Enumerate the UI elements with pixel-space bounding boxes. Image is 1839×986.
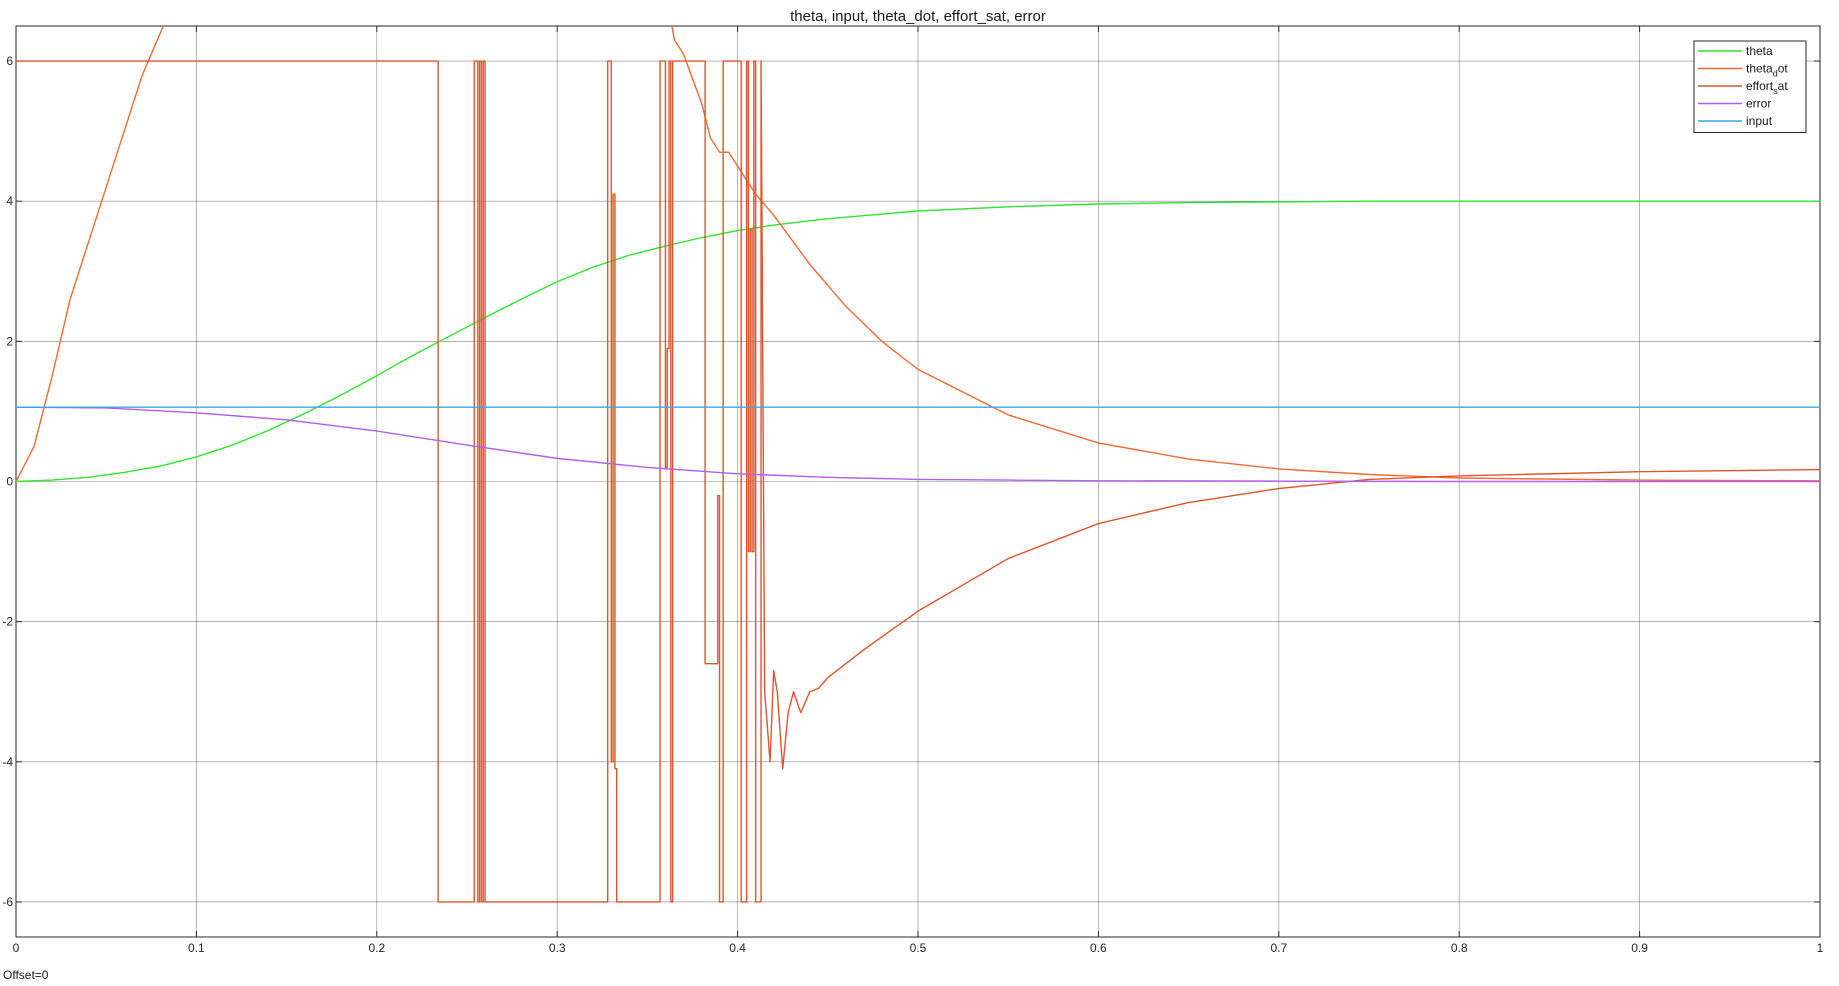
legend-label: thetadot bbox=[1746, 62, 1788, 79]
y-tick-label: 0 bbox=[6, 475, 13, 489]
legend-label: error bbox=[1746, 97, 1771, 111]
x-tick-label: 0.5 bbox=[910, 941, 927, 955]
chart-title: theta, input, theta_dot, effort_sat, err… bbox=[790, 8, 1046, 25]
legend-entry[interactable]: input bbox=[1698, 114, 1773, 128]
x-tick-label: 0.7 bbox=[1270, 941, 1287, 955]
offset-label: Offset=0 bbox=[3, 968, 49, 982]
legend-entry[interactable]: error bbox=[1698, 97, 1771, 111]
x-tick-label: 0.8 bbox=[1451, 941, 1468, 955]
legend-label: effortsat bbox=[1746, 79, 1788, 96]
x-tick-label: 1 bbox=[1817, 941, 1824, 955]
x-tick-label: 0.1 bbox=[188, 941, 205, 955]
y-tick-label: 4 bbox=[6, 194, 13, 208]
series-line-theta-dot bbox=[16, 26, 1820, 482]
axis-ticks: 0 0.1 0.2 0.3 0.4 0.5 0.6 0.7 0.8 0.9 1 -6 -4 -2 0 2 4 6 bbox=[2, 26, 1824, 955]
x-tick-label: 0.4 bbox=[729, 941, 746, 955]
y-tick-label: 6 bbox=[6, 54, 13, 68]
legend-entry[interactable]: effortsat bbox=[1698, 79, 1788, 96]
legend-box bbox=[1693, 40, 1807, 133]
legend-entry[interactable]: thetadot bbox=[1698, 62, 1788, 79]
legend-entry[interactable]: theta bbox=[1698, 44, 1773, 58]
y-tick-label: -4 bbox=[2, 755, 13, 769]
x-tick-label: 0.3 bbox=[549, 941, 566, 955]
series-layer bbox=[16, 26, 1820, 903]
x-tick-label: 0.6 bbox=[1090, 941, 1107, 955]
y-tick-label: 2 bbox=[6, 334, 13, 348]
x-tick-label: 0 bbox=[13, 941, 20, 955]
legend-label: theta bbox=[1746, 44, 1773, 58]
series-line-error bbox=[16, 406, 1820, 483]
legend-label: input bbox=[1746, 114, 1773, 128]
y-tick-label: -2 bbox=[2, 615, 13, 629]
series-line-effort-sat bbox=[16, 60, 1820, 903]
series-line-theta bbox=[16, 200, 1820, 483]
x-tick-label: 0.9 bbox=[1631, 941, 1648, 955]
y-tick-label: -6 bbox=[2, 895, 13, 909]
x-tick-label: 0.2 bbox=[368, 941, 385, 955]
